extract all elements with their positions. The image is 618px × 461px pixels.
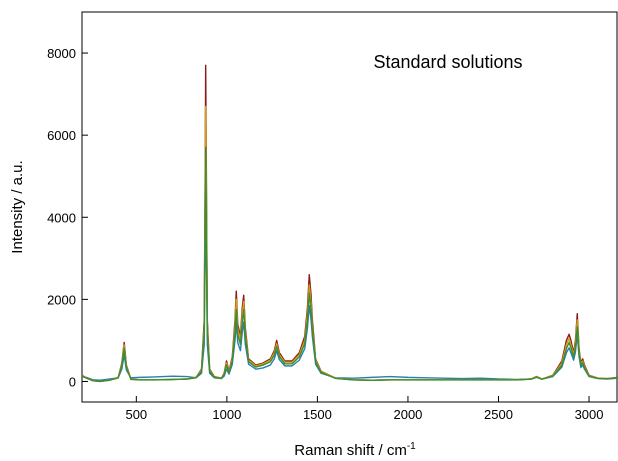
y-tick-label: 0	[69, 374, 76, 389]
y-axis-label: Intensity / a.u.	[9, 160, 26, 253]
spectrum-line-3	[82, 146, 618, 383]
x-tick-label: 1500	[303, 407, 332, 422]
spectrum-line-2	[82, 105, 618, 383]
plot-frame	[81, 11, 618, 403]
spectrum-line-1	[82, 64, 618, 383]
x-tick-label: 500	[125, 407, 147, 422]
x-tick-label: 2000	[393, 407, 422, 422]
y-tick-label: 2000	[47, 292, 76, 307]
spectrum-line-4	[82, 204, 618, 381]
x-tick-label: 1000	[212, 407, 241, 422]
y-tick-label: 8000	[47, 46, 76, 61]
x-tick-label: 3000	[575, 407, 604, 422]
chart-annotation: Standard solutions	[373, 52, 522, 72]
y-tick-label: 4000	[47, 210, 76, 225]
y-tick-label: 6000	[47, 128, 76, 143]
x-axis-label: Raman shift / cm-1	[294, 441, 416, 459]
x-tick-label: 2500	[484, 407, 513, 422]
